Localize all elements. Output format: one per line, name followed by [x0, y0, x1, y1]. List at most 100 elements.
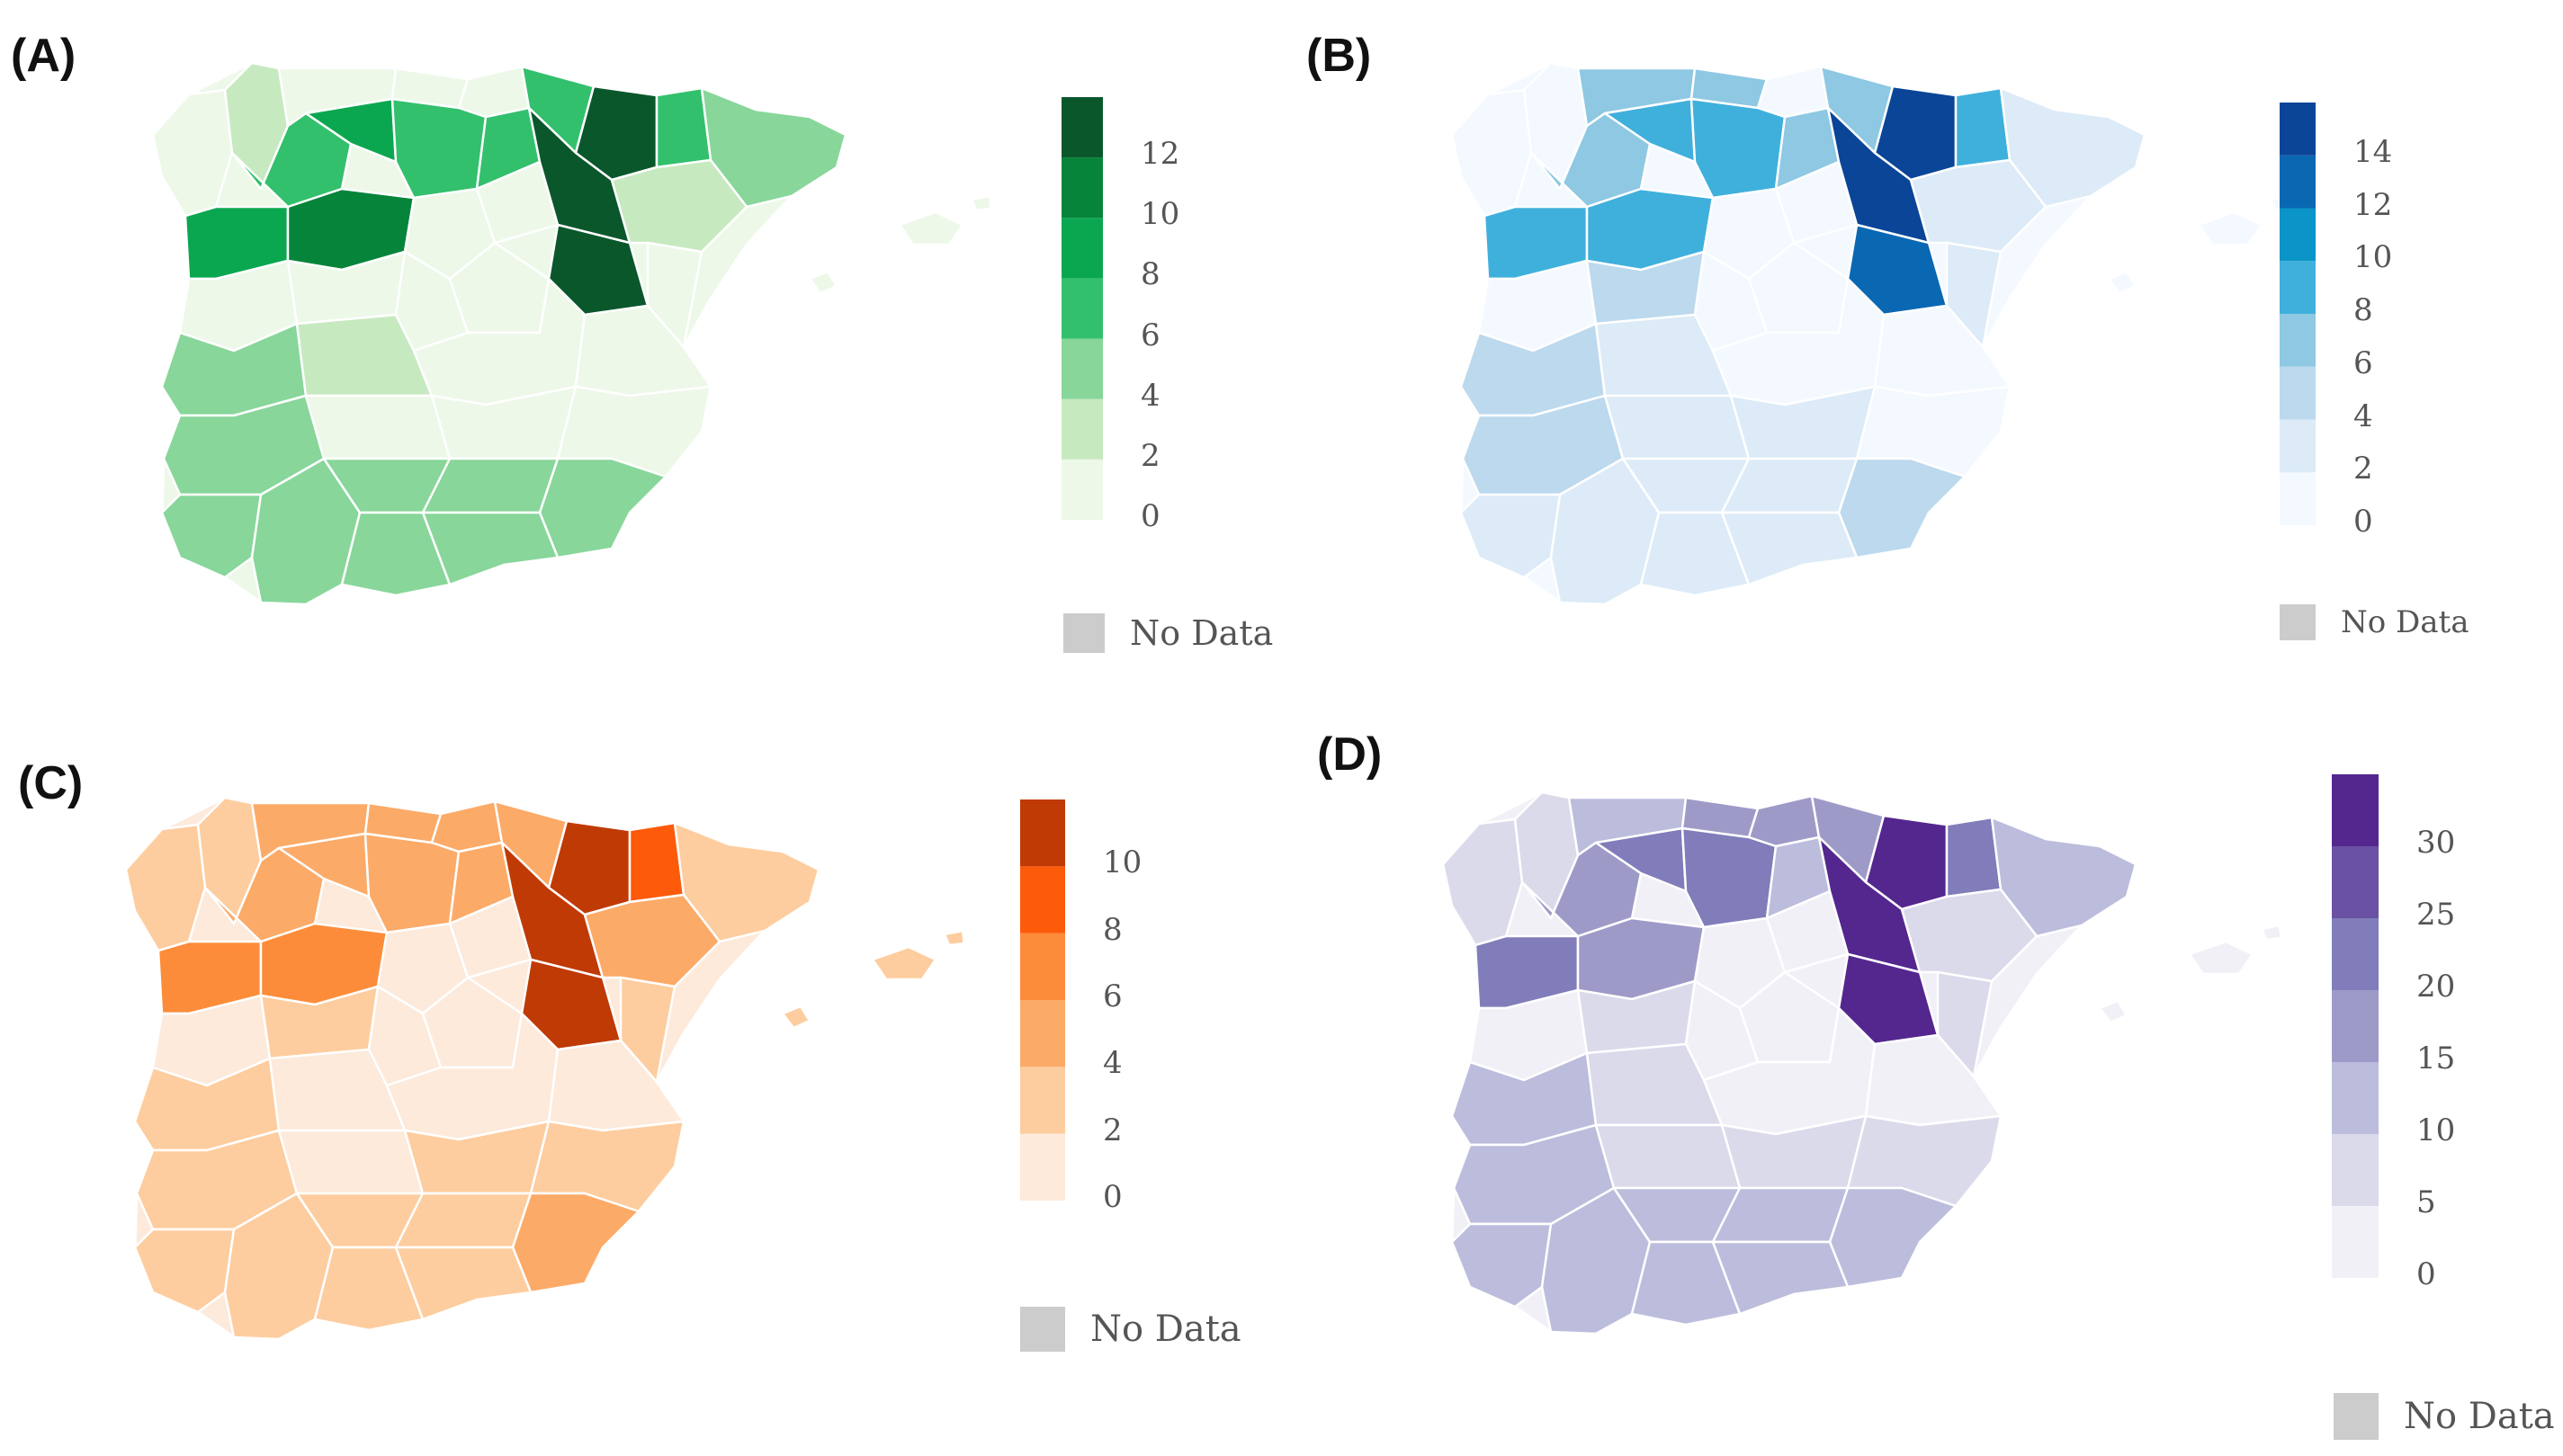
legend-tick-label: 0	[1141, 498, 1161, 534]
legend-bin	[1020, 1000, 1065, 1067]
legend-bin	[2332, 1062, 2379, 1134]
legend-tick-label: 12	[1141, 136, 1180, 173]
panel-label: (D)	[1317, 728, 1383, 781]
legend-bin	[1020, 866, 1065, 933]
legend-tick-label: 0	[2416, 1256, 2436, 1292]
no-data-label: No Data	[1090, 1309, 1241, 1350]
legend-tick-label: 6	[2353, 344, 2373, 381]
legend-tick-label: 15	[2416, 1041, 2456, 1076]
legend-bin	[2332, 1134, 2379, 1206]
no-data-label: No Data	[2404, 1396, 2555, 1437]
legend-bin	[2280, 366, 2316, 420]
legend-bin	[2332, 918, 2379, 990]
legend-bin	[2280, 208, 2316, 262]
legend-tick-label: 6	[1141, 317, 1161, 353]
province-malaga[interactable]	[340, 511, 452, 597]
province-malaga[interactable]	[313, 1246, 425, 1332]
province-ibiza[interactable]	[2107, 270, 2137, 295]
legend-tick-label: 2	[2353, 451, 2373, 487]
legend-tick-label: 10	[2416, 1112, 2456, 1148]
legend-tick-label: 10	[1141, 196, 1180, 233]
province-mallorca[interactable]	[2188, 940, 2254, 976]
legend-bin	[1062, 218, 1103, 279]
legend-tick-label: 4	[1103, 1045, 1123, 1082]
panel-a: (A) 0 2 4 6 8 10 12 No Data	[0, 0, 1281, 728]
province-galicia-w[interactable]	[1450, 88, 1533, 218]
legend-bin	[1062, 398, 1103, 460]
legend-bin	[1020, 799, 1065, 867]
legend-bin	[1020, 1067, 1065, 1134]
province-menorca[interactable]	[2260, 924, 2280, 942]
legend-tick-label: 10	[1103, 844, 1143, 881]
province-mallorca[interactable]	[871, 945, 937, 981]
legend-tick-label: 2	[1103, 1112, 1123, 1148]
province-burgos[interactable]	[1689, 97, 1787, 200]
no-data-label: No Data	[2341, 604, 2469, 640]
province-burgos[interactable]	[390, 97, 488, 200]
province-ciudadreal[interactable]	[277, 1129, 425, 1195]
panel-c: (C) 0 2 4 6 8 10 No Data	[0, 728, 1281, 1455]
legend-bin	[2332, 1206, 2379, 1278]
no-data-legend: No Data	[2334, 1393, 2555, 1440]
legend-color-scale	[2332, 774, 2379, 1278]
panel-d: (D) 0 5 10 15 20 25 30 No Data	[1281, 728, 2562, 1455]
legend-tick-label: 14	[2353, 133, 2393, 170]
panel-label: (A)	[11, 30, 76, 82]
province-menorca[interactable]	[970, 194, 990, 212]
province-galicia-w[interactable]	[1441, 817, 1524, 947]
legend-bin	[2280, 155, 2316, 209]
province-ibiza[interactable]	[781, 1005, 811, 1030]
province-mallorca[interactable]	[2197, 210, 2263, 246]
province-galicia-w[interactable]	[124, 823, 207, 952]
province-mallorca[interactable]	[898, 210, 964, 246]
province-burgos[interactable]	[363, 832, 461, 934]
legend-bin	[2280, 103, 2316, 156]
legend-bin	[2280, 472, 2316, 525]
province-galicia-w[interactable]	[151, 88, 234, 218]
no-data-swatch	[2334, 1393, 2379, 1440]
province-malaga[interactable]	[1630, 1240, 1742, 1326]
legend-tick-label: 2	[1141, 437, 1161, 474]
legend-color-scale	[1020, 799, 1065, 1201]
legend-tick-label: 10	[2353, 239, 2393, 276]
legend-tick-label: 4	[2353, 397, 2373, 434]
province-burgos[interactable]	[1680, 826, 1778, 929]
no-data-swatch	[2280, 604, 2316, 640]
legend-bin	[2332, 846, 2379, 918]
province-ibiza[interactable]	[808, 270, 838, 295]
province-granada[interactable]	[1720, 511, 1859, 586]
province-granada[interactable]	[421, 511, 560, 586]
province-menorca[interactable]	[943, 929, 963, 947]
legend-tick-label: 8	[1141, 256, 1161, 293]
province-ibiza[interactable]	[2098, 999, 2128, 1024]
province-ciudadreal[interactable]	[304, 394, 452, 460]
spain-province-map	[1450, 61, 2289, 606]
panel-label: (B)	[1306, 30, 1372, 82]
legend-bin	[2280, 314, 2316, 367]
legend-tick-label: 8	[1103, 911, 1123, 948]
panel-label: (C)	[18, 757, 84, 809]
province-murcia[interactable]	[1828, 1186, 1958, 1289]
legend-bin	[1062, 157, 1103, 219]
province-murcia[interactable]	[1837, 457, 1967, 559]
panel-b: (B) 0 2 4 6 8 10 12 14 No Data	[1281, 0, 2562, 728]
province-granada[interactable]	[394, 1246, 533, 1321]
no-data-legend: No Data	[2280, 604, 2469, 640]
legend-tick-label: 20	[2416, 969, 2456, 1005]
province-murcia[interactable]	[538, 457, 668, 559]
province-malaga[interactable]	[1639, 511, 1751, 597]
legend-tick-label: 0	[2353, 504, 2373, 540]
legend-tick-label: 6	[1103, 978, 1123, 1014]
legend-tick-label: 4	[1141, 377, 1161, 414]
province-ciudadreal[interactable]	[1594, 1123, 1742, 1190]
province-murcia[interactable]	[511, 1192, 641, 1294]
legend-bin	[1020, 1133, 1065, 1201]
legend-tick-label: 5	[2416, 1184, 2436, 1220]
legend-color-scale	[1062, 97, 1103, 520]
legend-color-scale	[2280, 103, 2316, 525]
province-ciudadreal[interactable]	[1603, 394, 1751, 460]
province-granada[interactable]	[1711, 1240, 1850, 1316]
legend-bin	[1062, 338, 1103, 399]
spain-province-map	[151, 61, 990, 606]
no-data-legend: No Data	[1020, 1307, 1241, 1352]
